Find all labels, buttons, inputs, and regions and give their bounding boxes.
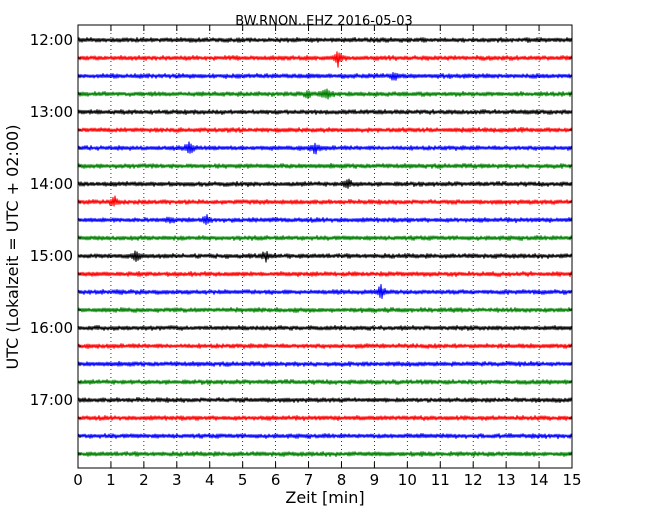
y-tick-label: 15:00 xyxy=(30,247,73,265)
seismic-trace xyxy=(77,342,573,350)
seismic-trace xyxy=(77,88,573,100)
seismic-trace xyxy=(77,306,573,314)
y-axis-title: UTC (Lokalzeit = UTC + 02:00) xyxy=(3,125,22,370)
x-tick-label: 13 xyxy=(497,471,516,489)
y-tick-label: 14:00 xyxy=(30,175,73,193)
seismic-trace xyxy=(77,283,573,299)
y-tick-label: 17:00 xyxy=(30,391,73,409)
seismic-trace xyxy=(77,214,573,225)
x-tick-label: 11 xyxy=(431,471,450,489)
seismic-trace xyxy=(77,72,573,81)
x-tick-label: 5 xyxy=(238,471,248,489)
seismic-trace xyxy=(77,415,573,422)
seismic-trace xyxy=(77,378,573,386)
y-tick-labels: 12:00 13:00 14:00 15:00 16:00 17:00 xyxy=(30,31,73,409)
seismic-trace xyxy=(77,250,573,263)
seismic-trace xyxy=(77,432,573,440)
trace-group xyxy=(77,36,573,458)
x-tick-label: 15 xyxy=(562,471,581,489)
chart-title: BW.RNON..EHZ 2016-05-03 xyxy=(235,14,413,29)
y-tick-label: 13:00 xyxy=(30,103,73,121)
x-tick-label: 14 xyxy=(530,471,549,489)
seismic-trace xyxy=(77,51,573,68)
x-tick-label: 6 xyxy=(271,471,281,489)
seismic-trace xyxy=(77,450,573,458)
y-tick-label: 12:00 xyxy=(30,31,73,49)
x-tick-labels: 0 1 2 3 4 5 6 7 8 9 10 11 12 13 14 15 xyxy=(73,471,581,489)
seismic-trace xyxy=(77,108,573,116)
seismic-trace xyxy=(77,178,573,189)
seismic-trace xyxy=(77,396,573,404)
y-tick-label: 16:00 xyxy=(30,319,73,337)
seismic-trace xyxy=(77,360,573,368)
x-axis-title: Zeit [min] xyxy=(285,488,364,507)
seismic-trace xyxy=(77,324,573,331)
seismic-trace xyxy=(77,234,573,242)
seismic-trace xyxy=(77,36,573,44)
x-tick-label: 2 xyxy=(139,471,149,489)
x-tick-label: 3 xyxy=(172,471,182,489)
x-tick-label: 8 xyxy=(337,471,347,489)
x-tick-label: 1 xyxy=(106,471,116,489)
x-tick-label: 7 xyxy=(304,471,314,489)
seismic-trace xyxy=(77,270,573,278)
seismic-trace xyxy=(77,195,573,207)
x-tick-label: 10 xyxy=(398,471,417,489)
x-tick-label: 9 xyxy=(370,471,380,489)
axis-ticks xyxy=(77,25,573,468)
seismic-trace xyxy=(77,141,573,155)
x-tick-label: 0 xyxy=(73,471,83,489)
plot-frame xyxy=(77,24,573,469)
seismic-trace xyxy=(77,162,573,170)
x-tick-label: 4 xyxy=(205,471,215,489)
x-tick-label: 12 xyxy=(464,471,483,489)
seismic-trace xyxy=(77,126,573,133)
